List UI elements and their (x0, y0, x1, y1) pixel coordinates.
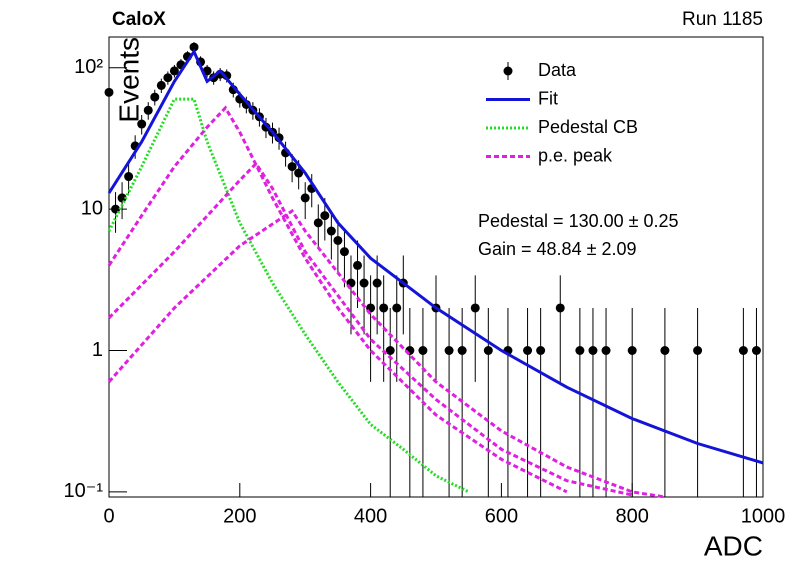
data-point (693, 346, 703, 356)
data-point (457, 346, 467, 356)
plot-frame (108, 36, 764, 498)
data-point (738, 346, 748, 356)
data-point (555, 303, 565, 313)
data-point (470, 303, 480, 313)
data-point (483, 346, 493, 356)
data-point (418, 346, 428, 356)
data-point (359, 278, 369, 288)
data-point (353, 260, 363, 270)
chart-subtitle: Run 1185 (682, 9, 763, 30)
data-point (320, 211, 330, 221)
data-point (300, 193, 310, 203)
data-point (124, 172, 134, 182)
data-point (143, 105, 153, 115)
data-point (163, 73, 173, 83)
data-point (392, 303, 402, 313)
legend-label: Data (538, 60, 577, 80)
y-tick-label: 1 (92, 339, 103, 361)
curve (107, 161, 633, 497)
y-tick-label: 10 (81, 197, 103, 219)
data-point (536, 346, 546, 356)
data-point (372, 278, 382, 288)
data-point (150, 92, 160, 102)
data-point (313, 218, 323, 228)
x-axis-label: ADC (704, 530, 763, 561)
data-point (751, 346, 761, 356)
chart-title: CaloX (112, 9, 166, 30)
data-point (137, 119, 147, 129)
curve (107, 48, 764, 465)
data-point (601, 346, 611, 356)
data-point (294, 168, 304, 178)
legend-label: Pedestal CB (538, 117, 638, 137)
x-tick-label: 0 (103, 505, 114, 527)
y-axis-label: Events (113, 37, 144, 123)
data-point (444, 346, 454, 356)
data-point (169, 66, 179, 76)
x-tick-label: 600 (485, 505, 518, 527)
annotation: Gain = 48.84 ± 2.09 (478, 239, 637, 259)
legend-swatch (503, 66, 513, 76)
data-point (117, 193, 127, 203)
data-point (523, 346, 533, 356)
data-point (104, 87, 114, 97)
x-tick-label: 400 (354, 505, 387, 527)
y-tick-label: 10² (74, 56, 103, 78)
legend-label: Fit (538, 88, 558, 108)
data-point (588, 346, 598, 356)
data-point (189, 42, 199, 52)
annotation: Pedestal = 130.00 ± 0.25 (478, 211, 679, 231)
y-tick-label: 10⁻¹ (64, 480, 104, 502)
curve (107, 97, 470, 494)
data-point (156, 80, 166, 90)
data-point (287, 162, 297, 172)
data-point (627, 346, 637, 356)
data-point (333, 235, 343, 245)
data-point (326, 226, 336, 236)
legend-label: p.e. peak (538, 145, 613, 165)
data-point (660, 346, 670, 356)
curve (107, 105, 568, 494)
x-tick-label: 1000 (741, 505, 786, 527)
x-tick-label: 200 (223, 505, 256, 527)
data-point (339, 247, 349, 257)
data-point (379, 303, 389, 313)
data-point (575, 346, 585, 356)
data-point (385, 346, 395, 356)
x-tick-label: 800 (616, 505, 649, 527)
